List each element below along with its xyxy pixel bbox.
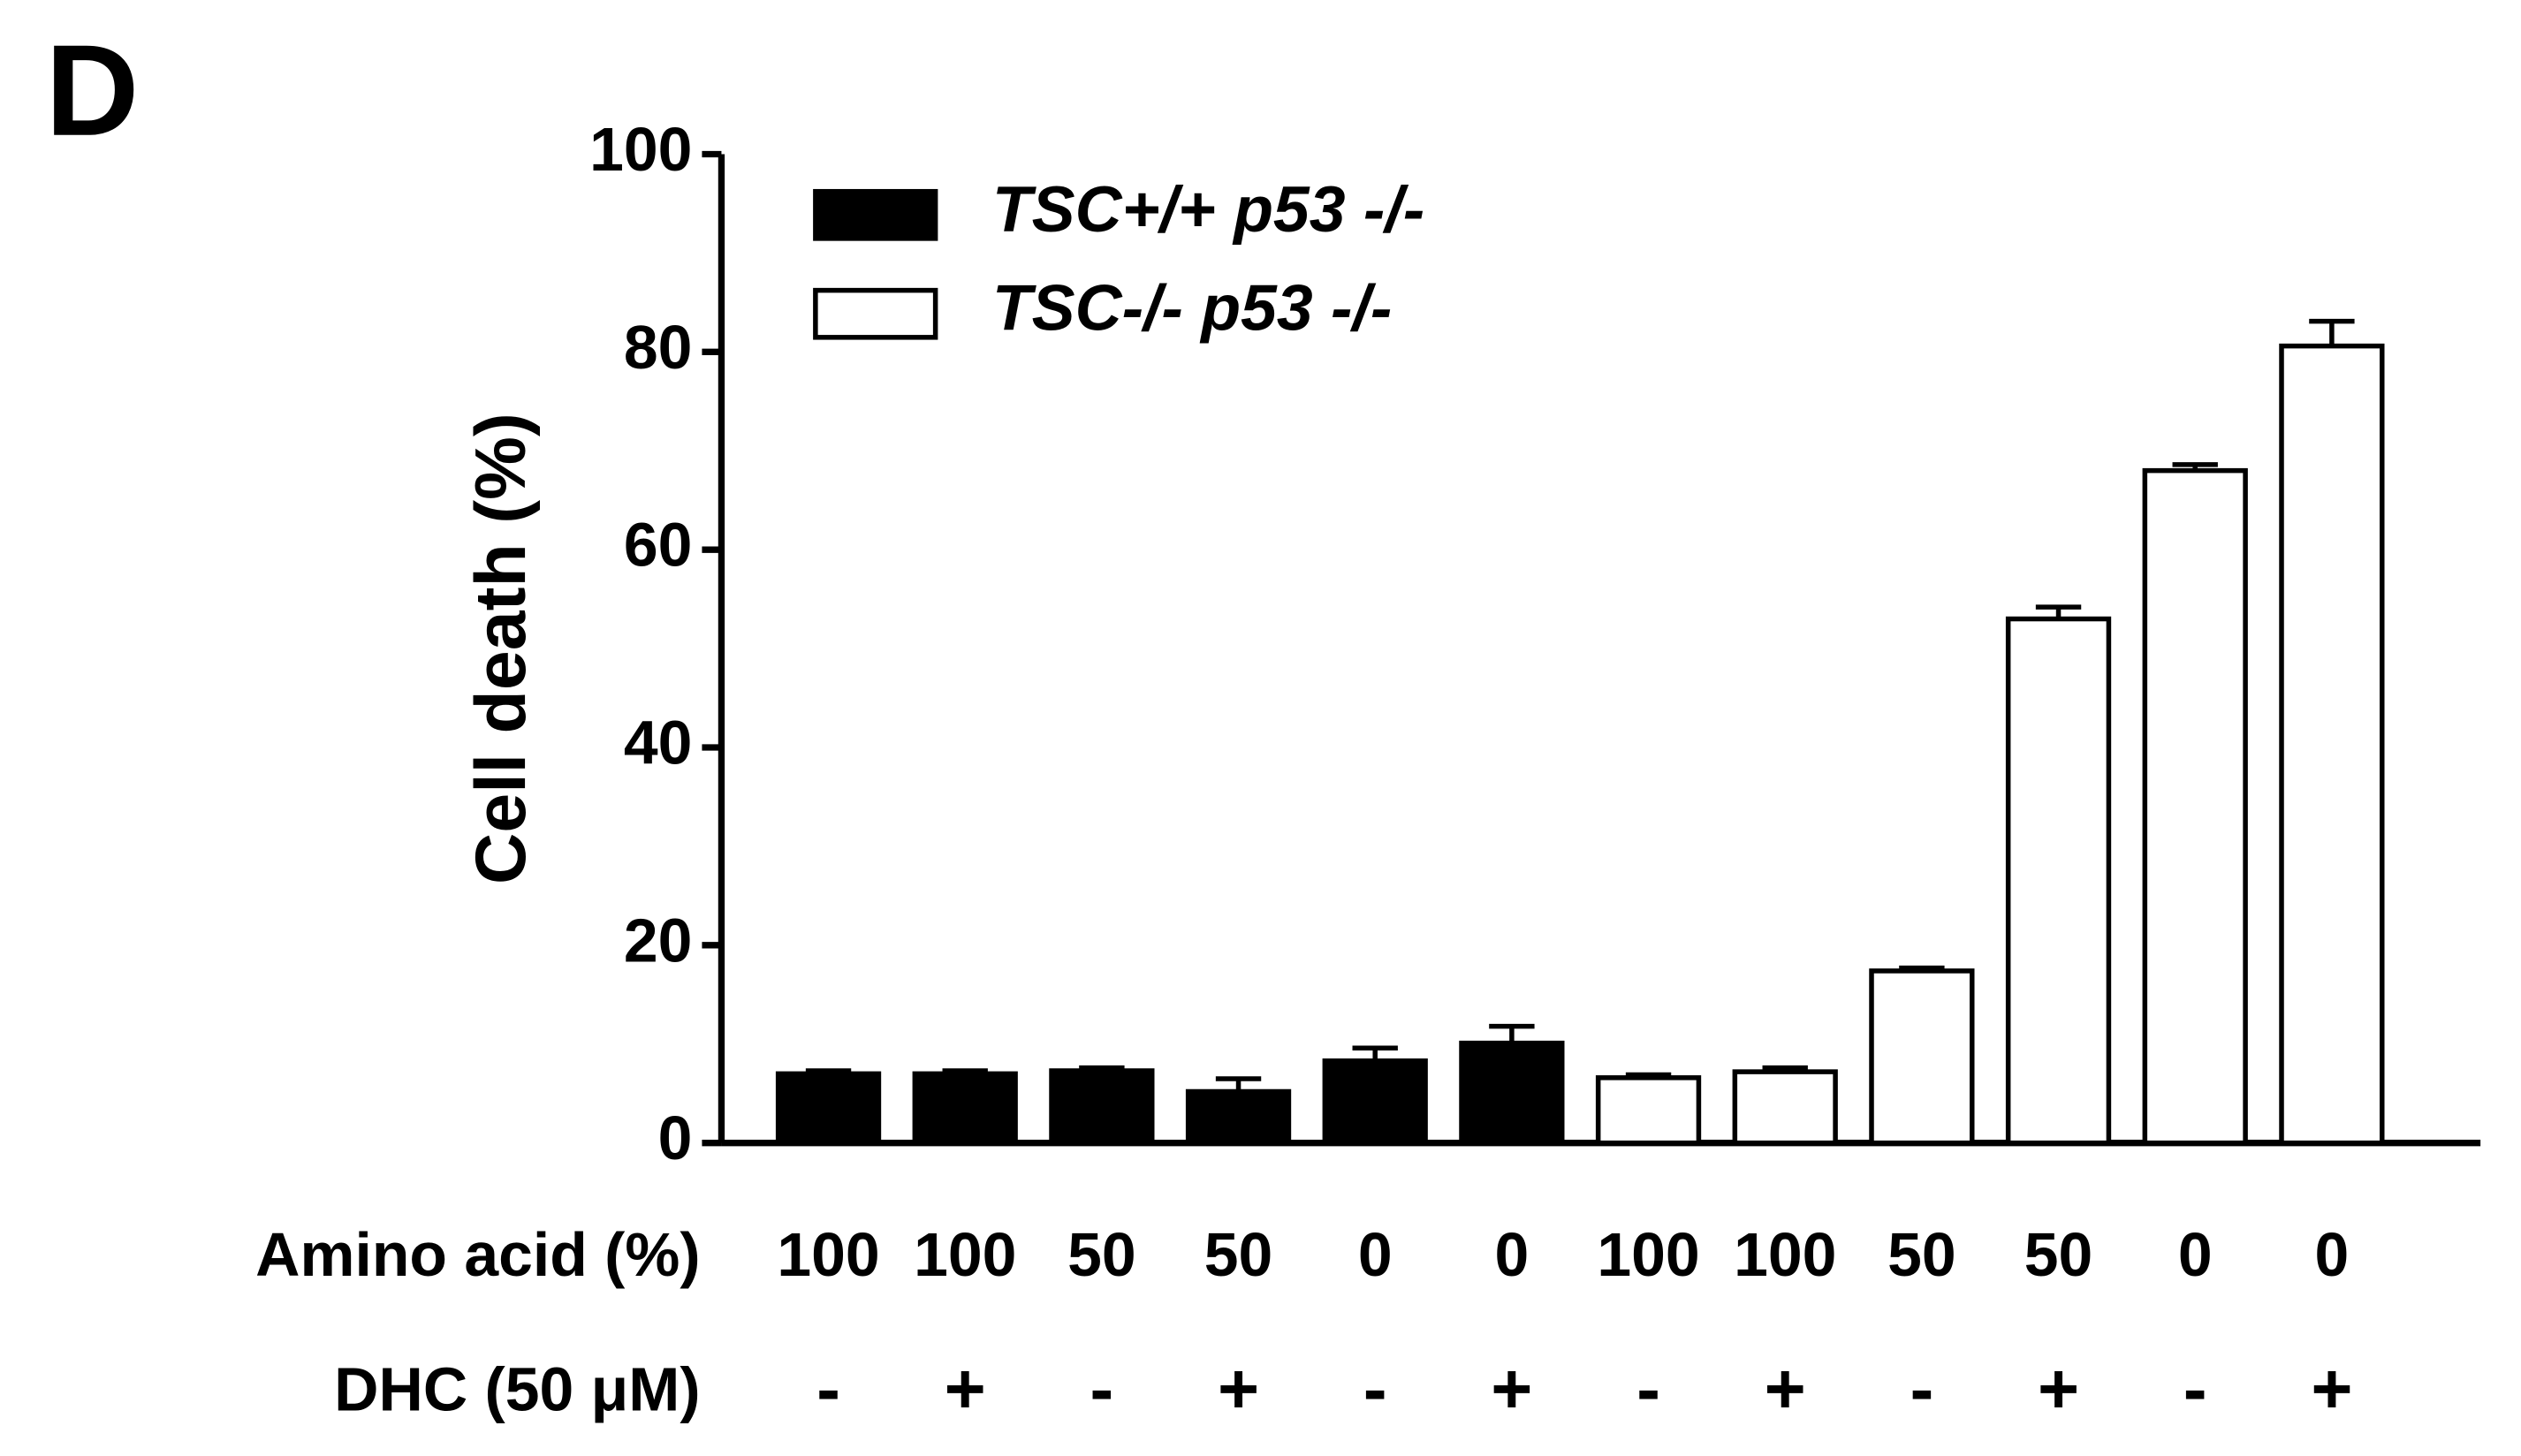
bar bbox=[1185, 1088, 1292, 1146]
y-tick-label: 60 bbox=[624, 511, 693, 580]
x-tick-label: 0 bbox=[1358, 1220, 1393, 1289]
bar bbox=[2005, 616, 2112, 1146]
dhc-label: + bbox=[2038, 1349, 2079, 1429]
x-tick-label: 50 bbox=[2024, 1220, 2093, 1289]
dhc-label: + bbox=[1218, 1349, 1259, 1429]
y-tick-label: 40 bbox=[624, 708, 693, 777]
dhc-label: + bbox=[2311, 1349, 2352, 1429]
dhc-label: - bbox=[816, 1349, 840, 1429]
x-tick-label: 100 bbox=[777, 1220, 879, 1289]
bar bbox=[775, 1071, 882, 1146]
dhc-label: - bbox=[1090, 1349, 1113, 1429]
panel-label: D bbox=[45, 19, 139, 163]
bar bbox=[1322, 1058, 1428, 1146]
bar bbox=[1732, 1069, 1838, 1146]
x-tick-label: 0 bbox=[1494, 1220, 1529, 1289]
bar bbox=[1595, 1075, 1702, 1146]
dhc-label: - bbox=[2183, 1349, 2207, 1429]
bar bbox=[2279, 343, 2385, 1146]
dhc-label: - bbox=[1636, 1349, 1660, 1429]
row-label: DHC (50 μM) bbox=[334, 1354, 700, 1423]
x-tick-label: 50 bbox=[1887, 1220, 1956, 1289]
y-tick-label: 100 bbox=[589, 115, 692, 184]
x-tick-label: 100 bbox=[1597, 1220, 1699, 1289]
x-tick-label: 0 bbox=[2178, 1220, 2213, 1289]
bar bbox=[1869, 968, 1975, 1146]
y-axis-label: Cell death (%) bbox=[461, 413, 541, 884]
y-tick-label: 0 bbox=[658, 1103, 693, 1172]
bar bbox=[1049, 1068, 1155, 1146]
legend-swatch bbox=[813, 287, 938, 340]
y-tick-label: 80 bbox=[624, 313, 693, 382]
bar bbox=[1459, 1040, 1565, 1146]
row-label: Amino acid (%) bbox=[255, 1220, 700, 1289]
dhc-label: - bbox=[1363, 1349, 1387, 1429]
x-tick-label: 0 bbox=[2315, 1220, 2350, 1289]
dhc-label: - bbox=[1910, 1349, 1933, 1429]
x-tick-label: 50 bbox=[1204, 1220, 1273, 1289]
x-tick-label: 50 bbox=[1067, 1220, 1136, 1289]
legend-label: TSC+/+ p53 -/- bbox=[992, 173, 1424, 246]
x-tick-label: 100 bbox=[1734, 1220, 1836, 1289]
dhc-label: + bbox=[945, 1349, 986, 1429]
legend-swatch bbox=[813, 188, 938, 241]
legend-label: TSC-/- p53 -/- bbox=[992, 272, 1392, 345]
bar bbox=[2142, 467, 2248, 1146]
x-tick-label: 100 bbox=[914, 1220, 1016, 1289]
dhc-label: + bbox=[1491, 1349, 1532, 1429]
dhc-label: + bbox=[1765, 1349, 1806, 1429]
bar bbox=[912, 1071, 1018, 1146]
y-tick-label: 20 bbox=[624, 906, 693, 974]
